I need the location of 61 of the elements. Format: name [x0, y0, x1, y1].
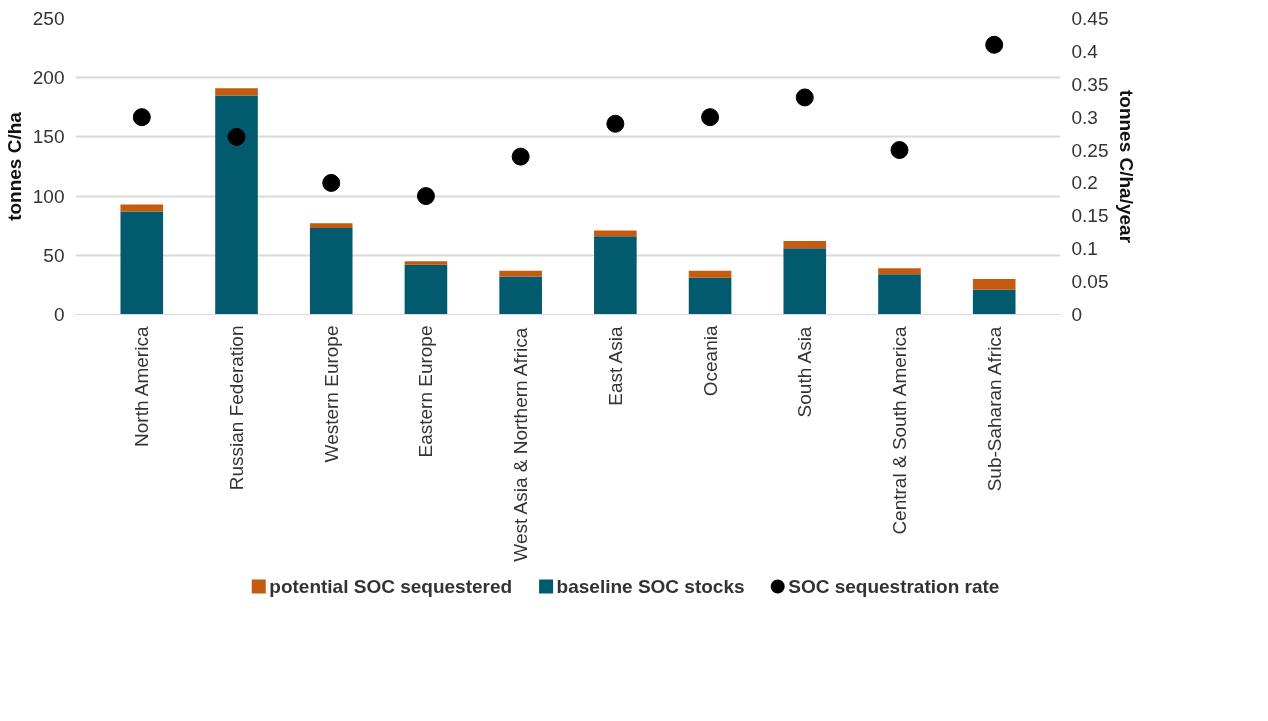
y2-tick-label: 0.15: [1071, 205, 1109, 227]
y-tick-label: 100: [32, 185, 65, 207]
point: [701, 108, 720, 127]
x-tick-label: Sub-Saharan Africa: [983, 326, 1005, 492]
bar: [594, 236, 637, 315]
y2-axis-title: tonnes C/ha/year: [1116, 89, 1138, 244]
y2-tick-label: 0.35: [1071, 73, 1109, 95]
bar: [404, 261, 448, 265]
x-tick-label: Oceania: [699, 325, 721, 397]
y-axis-title: tonnes C/ha: [3, 111, 25, 221]
bar: [309, 228, 353, 315]
point: [322, 173, 341, 192]
bar: [309, 223, 353, 229]
x-tick-label: East Asia: [604, 326, 626, 406]
y-tick-label: 150: [32, 126, 65, 148]
bar: [972, 289, 1016, 315]
bar: [594, 230, 637, 237]
y2-tick-label: 0.25: [1071, 139, 1109, 161]
bar: [499, 276, 542, 315]
bar: [120, 204, 164, 212]
x-tick-label: North America: [131, 326, 153, 447]
x-tick-label: West Asia & Northern Africa: [510, 327, 532, 562]
bar: [688, 277, 732, 315]
bar: [688, 270, 732, 278]
x-tick-label: South Asia: [794, 326, 816, 418]
bar: [878, 268, 921, 275]
bar: [783, 241, 827, 249]
y2-tick-label: 0.3: [1071, 106, 1098, 128]
legend-label: baseline SOC stocks: [556, 576, 745, 597]
bar: [120, 211, 164, 315]
x-tick-label: Central & South America: [888, 326, 910, 535]
y-tick-label: 0: [53, 304, 65, 325]
legend-label: potential SOC sequestered: [269, 576, 513, 597]
y-tick-label: 200: [32, 67, 65, 89]
x-tick-label: Western Europe: [320, 325, 342, 463]
x-tick-label: Eastern Europe: [415, 325, 437, 458]
point: [227, 127, 246, 146]
bar: [215, 88, 258, 96]
bar: [404, 264, 448, 315]
point: [606, 114, 625, 133]
point: [511, 147, 530, 166]
y2-tick-label: 0.45: [1071, 8, 1109, 29]
bar: [783, 248, 827, 315]
point: [795, 88, 814, 107]
legend-label: SOC sequestration rate: [788, 576, 1000, 597]
y2-tick-label: 0.2: [1071, 172, 1098, 194]
bar: [215, 95, 258, 315]
y-tick-label: 50: [43, 244, 65, 266]
point: [416, 187, 435, 206]
point: [132, 108, 151, 127]
y2-tick-label: 0.05: [1071, 271, 1109, 293]
bar: [972, 278, 1016, 290]
point: [985, 35, 1004, 54]
bar: [499, 270, 542, 277]
y-tick-label: 250: [32, 8, 65, 29]
y2-tick-label: 0.4: [1071, 40, 1099, 62]
point: [890, 141, 909, 160]
bar: [878, 274, 921, 315]
y2-tick-label: 0.1: [1071, 238, 1098, 260]
y2-tick-label: 0: [1071, 304, 1083, 325]
x-tick-label: Russian Federation: [226, 325, 248, 491]
